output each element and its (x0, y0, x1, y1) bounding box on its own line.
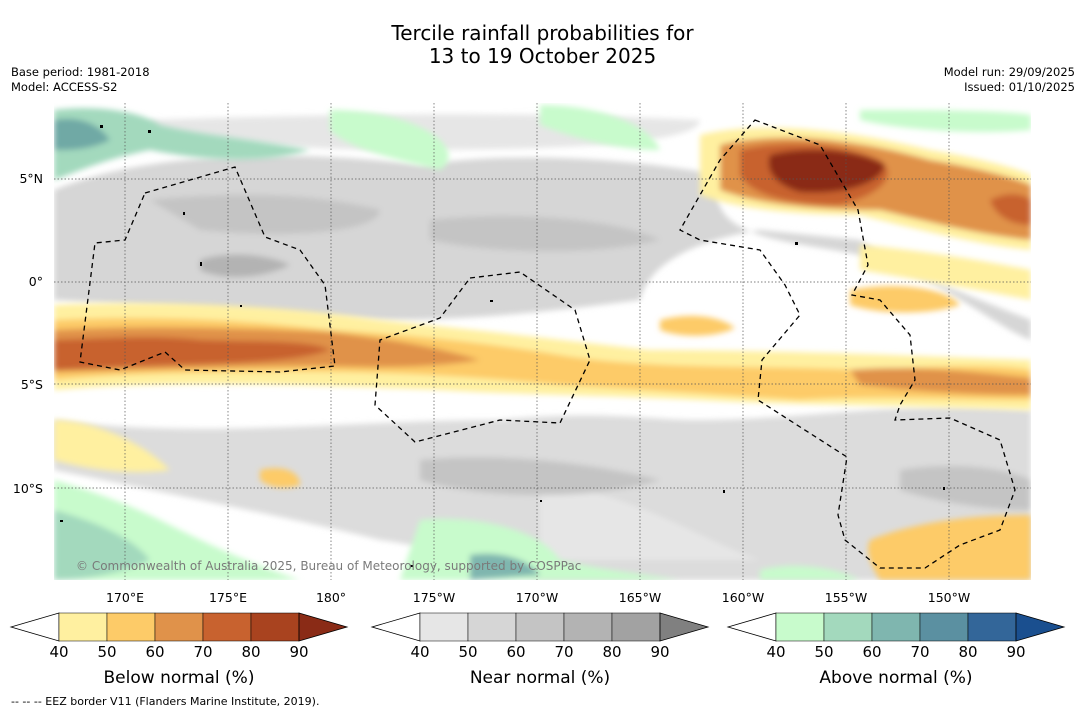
lon-label-170w: 170°W (515, 590, 559, 605)
model-run: Model run: 29/09/2025 (943, 65, 1075, 79)
colorbar-tick: 70 (193, 643, 213, 661)
eez-footnote: -- -- -- EEZ border V11 (Flanders Marine… (11, 695, 320, 708)
colorbar-tick: 50 (814, 643, 834, 661)
eez-line-islands (679, 119, 1016, 569)
lat-label-5n: 5°N (19, 171, 43, 186)
colorbar-tick: 50 (458, 643, 478, 661)
colorbar-tick: 90 (289, 643, 309, 661)
island-outlines (60, 125, 945, 567)
colorbar-tick: 40 (410, 643, 430, 661)
colorbar-tick: 60 (145, 643, 165, 661)
base-period: Base period: 1981-2018 (11, 65, 150, 79)
colorbar-tick: 70 (910, 643, 930, 661)
colorbar-tick: 80 (958, 643, 978, 661)
lon-label-150w: 150°W (927, 590, 971, 605)
colorbar-tick: 40 (766, 643, 786, 661)
colorbar-tick: 70 (554, 643, 574, 661)
colorbar-label-below-normal: Below normal (%) (103, 668, 255, 688)
colorbar-tick: 90 (650, 643, 670, 661)
colorbar-tick: 60 (862, 643, 882, 661)
above-normal-regions (54, 105, 1031, 580)
colorbar-label-above-normal: Above normal (%) (819, 668, 973, 688)
model-name: Model: ACCESS-S2 (11, 80, 118, 94)
below-normal-regions (54, 127, 1031, 580)
copyright-text: © Commonwealth of Australia 2025, Bureau… (76, 559, 581, 573)
lon-label-180: 180° (315, 590, 347, 605)
title-line-1: Tercile rainfall probabilities for (391, 21, 694, 45)
colorbar-tick: 90 (1006, 643, 1026, 661)
eez-kiribati-gilbert (79, 166, 336, 373)
lon-label-155w: 155°W (824, 590, 868, 605)
colorbar-tick: 40 (49, 643, 69, 661)
eez-borders (79, 119, 1016, 569)
colorbar-label-near-normal: Near normal (%) (469, 668, 611, 688)
lat-label-10s: 10°S (12, 481, 43, 496)
map-field: © Commonwealth of Australia 2025, Bureau… (54, 103, 1031, 580)
colorbar-tick: 80 (602, 643, 622, 661)
title-line-2: 13 to 19 October 2025 (428, 44, 657, 68)
issued-date: Issued: 01/10/2025 (964, 80, 1075, 94)
lon-label-170e: 170°E (105, 590, 144, 605)
lat-label-5s: 5°S (20, 377, 43, 392)
colorbar-tick: 80 (241, 643, 261, 661)
colorbar-tick: 60 (506, 643, 526, 661)
colorbar-above-normal (726, 612, 1066, 642)
colorbar-near-normal (370, 612, 710, 642)
lon-label-165w: 165°W (618, 590, 662, 605)
lat-label-0: 0° (28, 274, 43, 289)
lon-label-175w: 175°W (412, 590, 456, 605)
lon-label-175e: 175°E (208, 590, 247, 605)
colorbar-below-normal (9, 612, 349, 642)
map-gridlines (54, 103, 1031, 580)
colorbar-tick: 50 (97, 643, 117, 661)
eez-phoenix (374, 271, 591, 443)
lon-label-160w: 160°W (721, 590, 765, 605)
